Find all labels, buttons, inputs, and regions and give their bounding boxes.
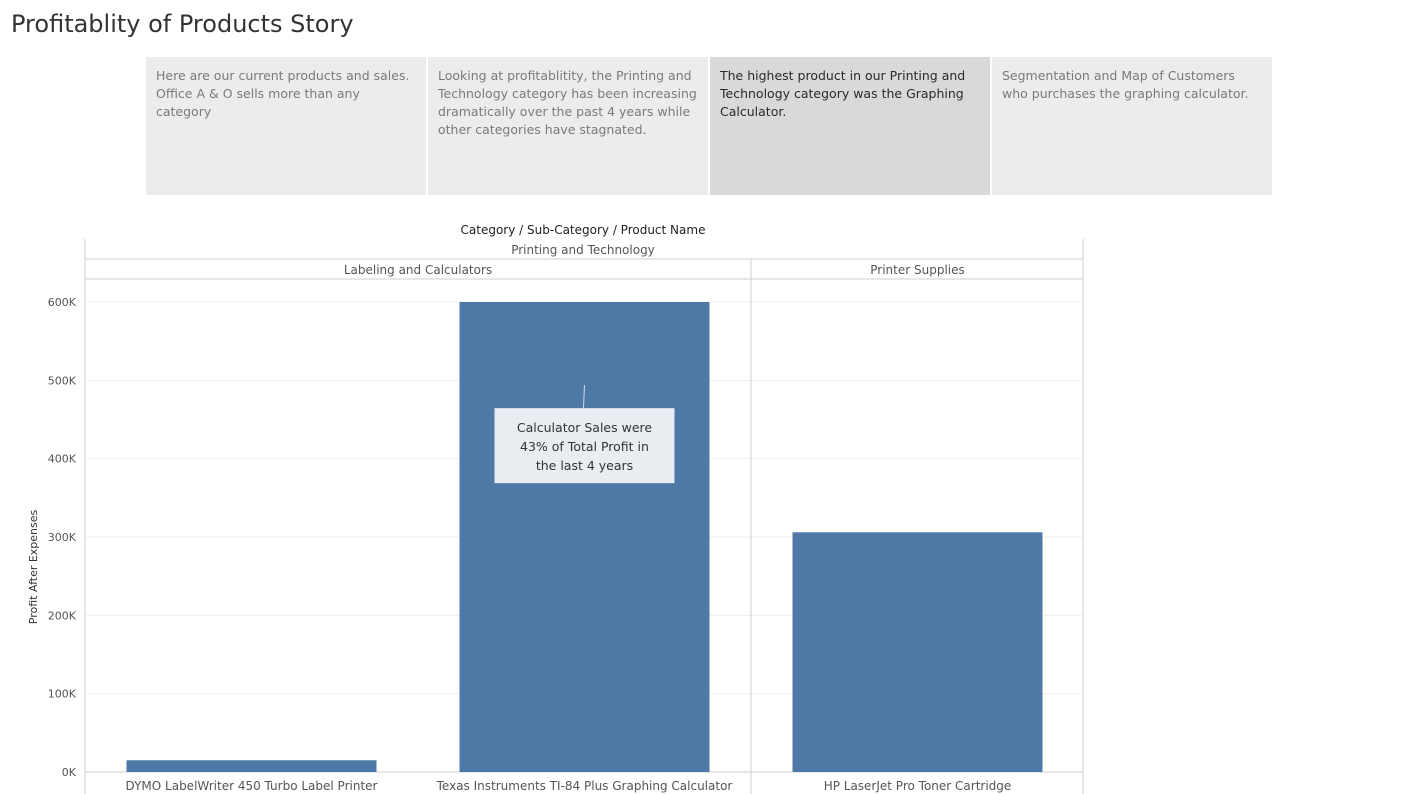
x-tick-label: Texas Instruments TI-84 Plus Graphing Ca… — [436, 779, 733, 793]
bar-chart: Category / Sub-Category / Product Name Pr… — [27, 223, 1084, 794]
story-navigator: Here are our current products and sales.… — [146, 57, 1272, 195]
bar — [459, 302, 710, 772]
category-label: Printing and Technology — [511, 243, 655, 257]
y-tick-label: 500K — [48, 374, 77, 387]
x-tick-label: HP LaserJet Pro Toner Cartridge — [824, 779, 1012, 793]
y-axis-label: Profit After Expenses — [27, 509, 40, 624]
subcategory-label: Labeling and Calculators — [344, 263, 492, 277]
story-point-1[interactable]: Here are our current products and sales.… — [146, 57, 426, 195]
y-tick-label: 300K — [48, 531, 77, 544]
bar — [126, 760, 377, 772]
y-tick-label: 100K — [48, 688, 77, 701]
y-tick-label: 400K — [48, 453, 77, 466]
story-title: Profitablity of Products Story — [11, 10, 354, 38]
y-tick-label: 600K — [48, 296, 77, 309]
x-tick-label: DYMO LabelWriter 450 Turbo Label Printer — [126, 779, 378, 793]
annotation-text: Calculator Sales were 43% of Total Profit… — [517, 420, 652, 473]
subcategory-label: Printer Supplies — [870, 263, 965, 277]
story-point-3[interactable]: The highest product in our Printing and … — [710, 57, 990, 195]
annotation-box — [494, 408, 675, 484]
bar — [792, 532, 1043, 772]
story-point-2[interactable]: Looking at profitablitity, the Printing … — [428, 57, 708, 195]
chart-header-title: Category / Sub-Category / Product Name — [461, 223, 706, 237]
y-tick-label: 0K — [62, 766, 77, 779]
annotation-pointer — [583, 385, 585, 409]
story-point-4[interactable]: Segmentation and Map of Customers who pu… — [992, 57, 1272, 195]
y-tick-label: 200K — [48, 609, 77, 622]
